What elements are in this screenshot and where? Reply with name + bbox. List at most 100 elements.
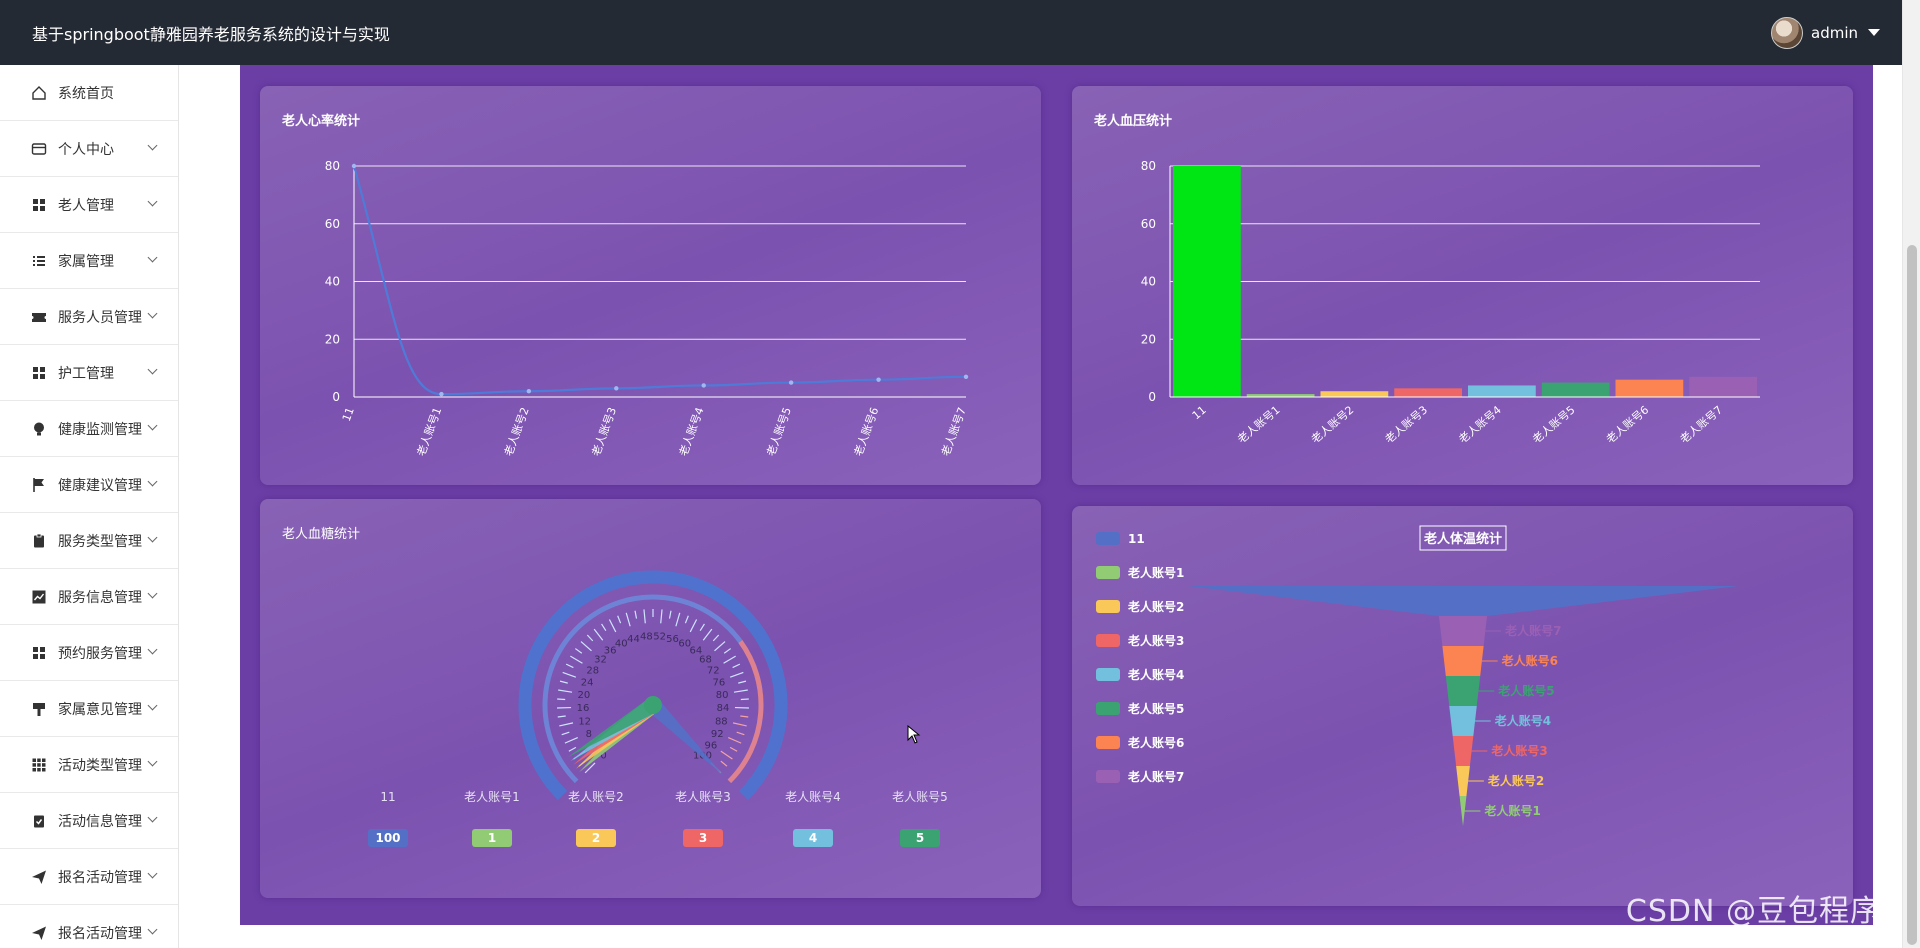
check-clipboard-icon — [31, 813, 47, 829]
funnel-segment — [1456, 766, 1470, 796]
gauge-tick — [728, 737, 742, 744]
funnel-label: 老人账号4 — [1495, 713, 1551, 728]
gauge-value-badge — [368, 829, 408, 847]
gauge-scale-label: 36 — [604, 646, 617, 657]
gauge-tick — [699, 623, 705, 632]
heart-rate-point — [701, 383, 706, 388]
y-tick-label: 60 — [1141, 217, 1156, 231]
sidebar-item-0[interactable]: 系统首页 — [0, 65, 178, 121]
gauge-value-badge — [900, 829, 940, 847]
gauge-tick — [720, 750, 733, 760]
sidebar-item-label: 家属意见管理 — [58, 701, 142, 718]
funnel-label: 老人账号2 — [1488, 773, 1544, 788]
sidebar-item-8[interactable]: 服务类型管理 — [0, 513, 178, 569]
x-tick-label: 11 — [1190, 403, 1209, 422]
gauge-tick — [729, 746, 738, 752]
gauge-tick — [580, 641, 592, 652]
gauge-scale-label: 48 — [640, 631, 653, 642]
sidebar-item-6[interactable]: 健康监测管理 — [0, 401, 178, 457]
gauge-tick — [586, 634, 594, 642]
apps-icon — [31, 757, 47, 773]
scrollbar-thumb[interactable] — [1907, 245, 1917, 945]
gauge-scale-label: 76 — [712, 677, 725, 688]
gauge-scale-label: 32 — [594, 655, 607, 666]
gauge-series-name: 老人账号3 — [675, 790, 731, 804]
svg-text:老人账号3: 老人账号3 — [589, 406, 619, 458]
card-icon — [31, 141, 47, 157]
gauge-tick — [625, 612, 631, 627]
sidebar-item-2[interactable]: 老人管理 — [0, 177, 178, 233]
heart-rate-title: 老人心率统计 — [282, 114, 361, 129]
avatar[interactable] — [1771, 16, 1803, 49]
y-tick-label: 80 — [325, 159, 340, 173]
sidebar-item-14[interactable]: 报名活动管理 — [0, 849, 178, 905]
blood-pressure-panel: 老人血压统计 0 20 40 60 80 11 老人账号1 老人账号2 老人账号3 老人账号4 老人… — [1072, 86, 1853, 485]
chart-icon — [31, 589, 47, 605]
sidebar-item-10[interactable]: 预约服务管理 — [0, 625, 178, 681]
gauge-tick — [738, 680, 747, 684]
chevron-down-icon — [147, 700, 158, 711]
blood-pressure-bar — [1689, 376, 1757, 397]
gauge-value: 2 — [592, 831, 600, 845]
username[interactable]: admin — [1811, 23, 1858, 42]
chevron-down-icon — [147, 868, 158, 879]
gauge-tick — [732, 722, 747, 727]
dashboard-content: 老人心率统计 0 20 40 60 80 11 老人账号1 老人账号2 老人账号3 老人账号4 老人… — [240, 65, 1873, 925]
sidebar-item-1[interactable]: 个人中心 — [0, 121, 178, 177]
sidebar-item-12[interactable]: 活动类型管理 — [0, 737, 178, 793]
gauge-tick — [740, 715, 749, 718]
grid-icon — [31, 645, 47, 661]
gauge-tick — [608, 619, 617, 633]
grid-icon — [31, 365, 47, 381]
funnel-segment — [1438, 616, 1488, 646]
flag-icon — [31, 477, 47, 493]
sidebar-item-9[interactable]: 服务信息管理 — [0, 569, 178, 625]
sidebar-item-4[interactable]: 服务人员管理 — [0, 289, 178, 345]
gauge-scale-label: 24 — [581, 677, 594, 688]
gauge-tick — [570, 655, 583, 664]
user-menu[interactable]: admin — [1771, 16, 1880, 49]
gauge-tick — [593, 628, 604, 641]
gauge-series-name: 老人账号5 — [892, 790, 948, 804]
x-tick-label: 老人账号6 — [852, 406, 882, 458]
gauge-series-name: 老人账号2 — [568, 790, 624, 804]
gauge-scale-label: 20 — [577, 690, 590, 701]
sidebar-item-label: 家属管理 — [58, 253, 114, 270]
chevron-down-icon — [147, 420, 158, 431]
sidebar-item-7[interactable]: 健康建议管理 — [0, 457, 178, 513]
sidebar-item-13[interactable]: 活动信息管理 — [0, 793, 178, 849]
x-tick-label: 老人账号3 — [589, 406, 619, 458]
gauge-tick — [559, 680, 568, 684]
funnel-label: 老人账号1 — [1484, 803, 1540, 818]
gauge-inner-ring — [542, 594, 743, 784]
gauge-scale-label: 72 — [707, 665, 720, 676]
page-scrollbar[interactable] — [1902, 0, 1920, 948]
caret-down-icon[interactable] — [1868, 29, 1880, 36]
sidebar: 系统首页个人中心 老人管理家属管理服务人员管理护工管理健康监测管理 健康建议管理 服务… — [0, 65, 179, 948]
sidebar-item-11[interactable]: 家属意见管理 — [0, 681, 178, 737]
blood-pressure-bar — [1246, 394, 1315, 397]
blood-sugar-title: 老人血糖统计 — [282, 527, 361, 542]
legend-label: 老人账号4 — [1128, 667, 1184, 682]
sidebar-item-label: 护工管理 — [58, 365, 114, 382]
gauge-series-name: 11 — [380, 790, 395, 804]
heart-rate-point — [439, 391, 444, 397]
gauge-scale-label: 28 — [586, 665, 599, 676]
sidebar-item-5[interactable]: 护工管理 — [0, 345, 178, 401]
gauge-tick — [668, 610, 672, 619]
gauge-value: 3 — [699, 831, 707, 845]
sidebar-item-15[interactable]: 报名活动管理 — [0, 905, 178, 948]
gauge-tick — [562, 671, 577, 678]
gauge-tick — [557, 698, 566, 701]
gauge-value: 1 — [488, 831, 496, 845]
gauge-tick — [714, 641, 726, 652]
gauge-scale-label: 84 — [717, 703, 730, 714]
svg-text:11: 11 — [340, 406, 357, 424]
legend-swatch — [1096, 736, 1120, 749]
sidebar-item-3[interactable]: 家属管理 — [0, 233, 178, 289]
svg-text:老人账号6: 老人账号6 — [1604, 403, 1651, 446]
gauge-tick — [684, 615, 689, 624]
funnel-title-box — [1419, 525, 1507, 551]
sidebar-item-label: 系统首页 — [58, 85, 114, 102]
heart-rate-point — [614, 386, 619, 391]
